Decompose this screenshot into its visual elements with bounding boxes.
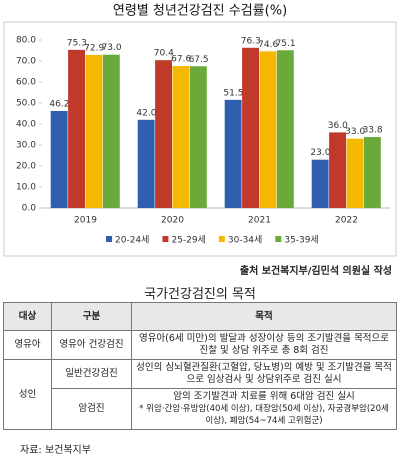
header-cell: 대상 [3,302,52,331]
bar [224,99,242,208]
table-header: 대상 구분 목적 [3,302,397,331]
bar [189,66,207,208]
legend-label: 35-39세 [284,235,318,246]
y-tick-label: 70.0 [16,57,36,67]
data-label: 23.0 [310,148,330,158]
data-label: 70.4 [154,49,174,59]
purpose-cell: 암의 조기발견과 치료를 위해 6대암 검진 실시 * 위암·간암·유방암(40세… [131,388,397,430]
bar [259,51,277,209]
chart-frame [3,21,397,257]
data-label: 72.9 [84,43,104,53]
data-label: 67.6 [171,55,191,65]
purpose-text: 암의 조기발견과 치료를 위해 6대암 검진 실시 [173,391,355,402]
header-cell: 구분 [51,302,132,331]
y-tick-label: 50.0 [16,99,36,109]
table-row: 암검진 암의 조기발견과 치료를 위해 6대암 검진 실시 * 위암·간암·유방암… [4,388,397,430]
data-label: 42.0 [136,108,156,118]
data-label: 46.2 [49,99,69,109]
bar [363,137,381,208]
table-row: 성인 일반건강검진 성인의 심뇌혈관질환(고혈압, 당뇨병)의 예방 및 조기발… [3,359,397,430]
y-tick-label: 0.0 [22,204,37,214]
data-label: 76.3 [241,36,261,46]
legend-label: 20-24세 [115,235,149,246]
source: 출처 보건복지부/김민석 의원실 작성 [0,262,392,277]
data-label: 75.1 [276,39,296,49]
target-cell: 성인 [3,359,52,430]
bar [137,119,155,208]
data-label: 33.8 [363,126,383,136]
source-label: 출처 [239,266,259,277]
legend-swatch [106,236,112,242]
bar [85,54,103,208]
bar [329,132,346,208]
target-cell: 영유아 [3,330,52,360]
legend-label: 25-29세 [171,235,205,246]
table-title: 국가건강검진의 목적 [144,287,256,302]
x-tick-label: 2020 [161,216,184,226]
chart: 연령별 청년건강검진 수검률(%) 0.0 10.0 20.0 30.0 40.0 50.… [3,4,397,257]
y-tick-label: 20.0 [16,162,36,172]
bar [242,47,259,208]
table-row: 영유아 영유아 건강검진 영유아(6세 미만)의 발달과 성장이상 등의 조기발… [3,330,397,360]
type-cell: 일반건강검진 [51,359,132,389]
bar [102,54,120,209]
bar [346,138,364,208]
data-label: 74.6 [258,40,278,50]
purpose-cell: 영유아(6세 미만)의 발달과 성장이상 등의 조기발견을 목적으로 진찰 및 … [131,330,397,360]
data-label: 67.5 [189,55,209,65]
data-label: 33.0 [345,127,365,137]
bar [276,50,294,208]
legend-swatch [275,236,282,242]
y-tick-label: 80.0 [16,36,36,46]
x-tick-label: 2022 [335,216,358,226]
source-text: 보건복지부/김민석 의원실 작성 [261,266,392,277]
data-label: 73.0 [102,43,122,53]
purpose-cell: 성인의 심뇌혈관질환(고혈압, 당뇨병)의 예방 및 조기발견을 목적으로 임상… [131,359,397,389]
table: 대상 구분 목적 영유아 영유아 건강검진 영유아(6세 미만)의 발달과 성장… [3,302,397,430]
bar [68,49,85,209]
x-tick-label: 2021 [248,216,271,226]
bar [155,60,172,208]
y-tick-label: 10.0 [16,183,36,193]
y-tick-label: 30.0 [16,141,36,151]
y-tick-label: 40.0 [16,120,36,130]
x-tick-label: 2019 [74,216,97,226]
legend-swatch [162,236,169,242]
data-label: 51.5 [223,88,243,98]
data-label: 75.3 [67,38,87,48]
data-label: 36.0 [328,121,348,131]
type-cell: 영유아 건강검진 [51,330,132,360]
chart-title: 연령별 청년건강검진 수검률(%) [113,4,287,19]
legend-swatch [218,236,225,242]
header-cell: 목적 [131,302,397,331]
footnote: 자료: 보건복지부 [20,445,91,456]
bar [311,159,329,208]
purpose-note: * 위암·간암·유방암(40세 이상), 대장암(50세 이상), 자궁경부암(… [139,404,389,426]
legend-label: 30-34세 [228,235,262,246]
bar [50,110,68,208]
type-cell: 암검진 [51,388,132,430]
bar [172,66,190,208]
y-tick-label: 60.0 [16,78,36,88]
